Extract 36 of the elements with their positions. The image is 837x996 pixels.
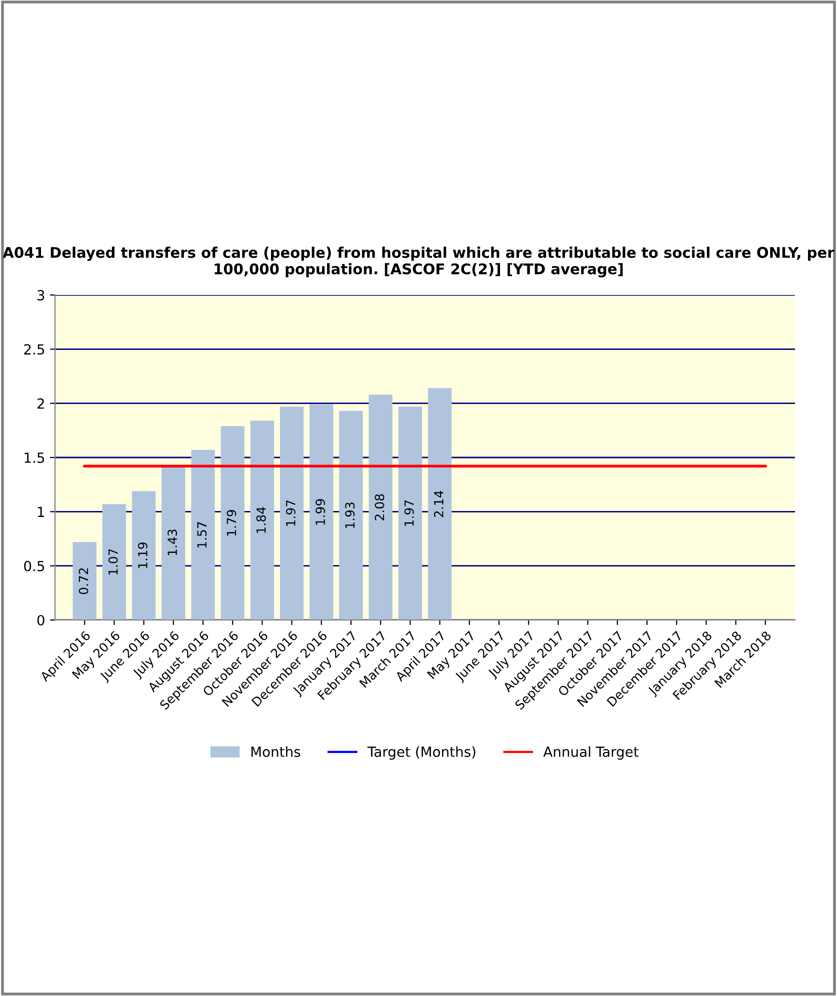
bar [132,491,156,620]
y-tick-label: 1.5 [24,452,44,463]
data-label: 2.08 [374,494,384,520]
data-label: 1.97 [286,500,296,526]
data-label: 0.72 [78,568,88,594]
y-tick-label: 2 [37,398,44,409]
legend-label: Months [251,746,300,757]
data-label: 2.14 [434,490,444,518]
y-tick-label: 0 [37,614,44,626]
chart-title: A041 Delayed transfers of care (people) from hospital which are attributable to social care ONLY, per 100,000 population. [ASCOF 2C(2)] [YTD average] [2,246,834,278]
data-label: 1.93 [345,502,355,528]
data-label: 1.99 [316,499,326,525]
bar [398,406,422,620]
bar [102,504,126,620]
data-label: 1.84 [256,507,266,533]
y-tick-label: 3 [38,290,44,300]
data-label: 1.43 [168,530,178,556]
data-label: 1.79 [226,510,236,536]
y-tick-label: 2.5 [24,344,44,355]
bar [72,542,96,620]
bar [280,406,304,620]
bar [191,450,215,620]
y-tick-label: 0.5 [24,560,44,572]
legend-label: Annual Target [543,746,638,760]
bar [368,394,392,620]
bar [339,410,363,620]
bar [220,426,244,620]
data-label: 1.07 [108,549,118,575]
bar [310,404,334,620]
legend-label: Target (Months) [367,746,476,760]
data-label: 1.97 [404,500,414,526]
bar [250,420,274,620]
bar [428,388,452,620]
y-tick-label: 1 [38,506,44,517]
data-label: 1.57 [197,522,207,548]
data-label: 1.19 [138,542,148,568]
